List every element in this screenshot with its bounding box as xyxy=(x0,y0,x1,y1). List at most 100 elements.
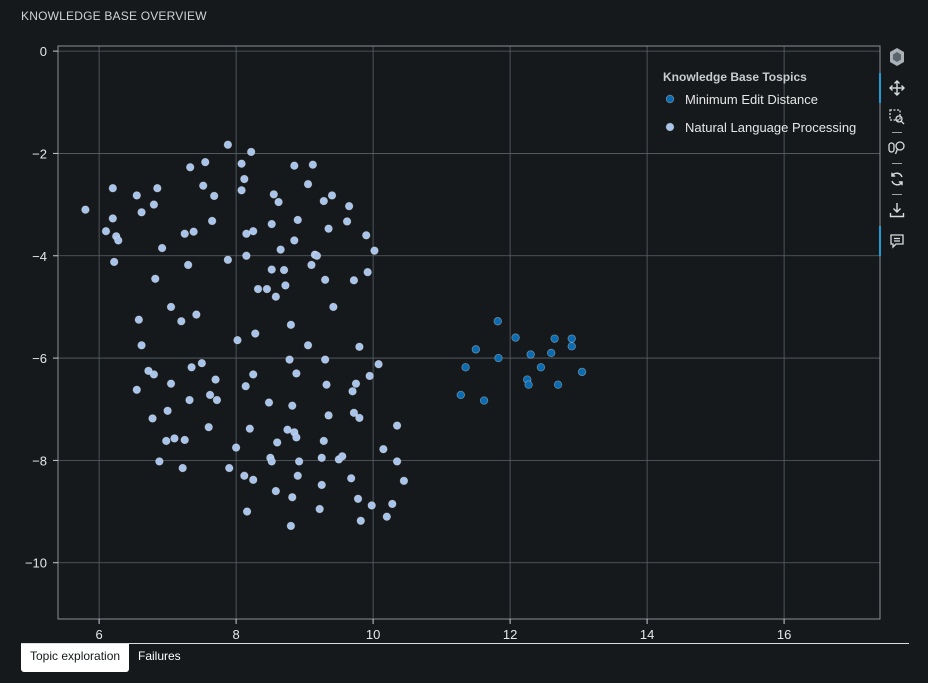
data-point xyxy=(267,457,276,466)
data-point xyxy=(109,257,119,267)
data-point xyxy=(132,191,141,200)
data-point xyxy=(365,371,374,381)
data-point xyxy=(209,191,219,201)
data-point xyxy=(550,334,559,343)
tab-topic-exploration[interactable]: Topic exploration xyxy=(21,644,130,672)
toolbar-separator xyxy=(892,132,902,133)
data-point xyxy=(134,315,144,324)
legend-entry-label: Natural Language Processing xyxy=(685,120,856,135)
data-point xyxy=(251,329,260,338)
box-zoom-icon[interactable] xyxy=(884,106,910,128)
hover-tooltip-icon[interactable] xyxy=(884,230,910,252)
pan-tool-icon[interactable] xyxy=(884,77,910,99)
data-point xyxy=(108,214,117,223)
data-points xyxy=(81,140,587,531)
data-point xyxy=(342,217,352,226)
data-point xyxy=(322,380,331,389)
data-point xyxy=(388,499,397,509)
data-point xyxy=(249,370,258,379)
data-point xyxy=(290,161,299,170)
axes: 6 8 10 12 14 16 0 −2 −4 −6 −8 −10 xyxy=(25,44,881,640)
data-point xyxy=(290,236,299,245)
data-point xyxy=(177,317,186,326)
grid-lines xyxy=(58,46,880,619)
y-tick-label: −8 xyxy=(32,453,47,468)
data-point xyxy=(362,231,371,240)
data-point xyxy=(312,251,322,260)
data-point xyxy=(315,504,324,514)
data-point xyxy=(233,335,242,345)
plot-frame xyxy=(57,45,881,620)
data-point xyxy=(356,516,365,525)
data-point xyxy=(456,390,465,400)
data-point xyxy=(524,380,533,389)
data-point xyxy=(269,190,278,199)
data-point xyxy=(294,457,304,466)
data-point xyxy=(144,366,153,376)
data-point xyxy=(237,159,246,168)
data-point xyxy=(240,471,249,480)
data-point xyxy=(180,229,189,238)
data-point xyxy=(148,414,157,423)
data-point xyxy=(461,363,470,372)
page-title: KNOWLEDGE BASE OVERVIEW xyxy=(21,9,207,23)
data-point xyxy=(271,486,281,496)
data-point xyxy=(137,208,146,217)
data-point xyxy=(225,463,234,473)
data-point xyxy=(308,160,318,169)
data-point xyxy=(132,385,141,394)
save-icon[interactable] xyxy=(884,199,910,221)
x-tick-label: 10 xyxy=(366,627,380,640)
data-point xyxy=(281,281,290,290)
data-point xyxy=(114,236,123,245)
data-point xyxy=(329,302,338,312)
data-point xyxy=(382,512,391,521)
tab-bar: Topic exploration Failures xyxy=(21,643,909,674)
data-point xyxy=(108,184,117,193)
data-point xyxy=(186,163,195,172)
data-point xyxy=(274,197,283,207)
data-point xyxy=(242,229,251,238)
series-minimum-edit-distance xyxy=(456,317,587,405)
data-point xyxy=(349,408,359,418)
x-tick-label: 12 xyxy=(503,627,517,640)
data-point xyxy=(494,353,503,363)
data-point xyxy=(479,396,489,405)
data-point xyxy=(187,363,196,372)
data-point xyxy=(153,184,162,193)
data-point xyxy=(180,435,189,445)
data-point xyxy=(286,521,296,531)
data-point xyxy=(324,224,333,233)
wheel-zoom-icon[interactable] xyxy=(884,137,910,159)
data-point xyxy=(137,341,146,350)
data-point xyxy=(288,401,297,410)
data-point xyxy=(185,395,194,405)
legend-entry-label: Minimum Edit Distance xyxy=(685,92,818,107)
data-point xyxy=(392,457,402,466)
data-point xyxy=(303,341,313,350)
data-point xyxy=(170,434,179,443)
data-point xyxy=(166,302,176,312)
data-point xyxy=(157,243,167,253)
scatter-chart[interactable]: 6 8 10 12 14 16 0 −2 −4 −6 −8 −10 Knowledge Base To… xyxy=(0,30,928,640)
data-point xyxy=(201,157,210,167)
reset-icon[interactable] xyxy=(884,168,910,190)
data-point xyxy=(355,342,364,352)
data-point xyxy=(223,140,233,149)
data-point xyxy=(163,406,172,415)
data-point xyxy=(212,395,222,405)
data-point xyxy=(327,191,337,200)
x-tick-label: 16 xyxy=(777,627,791,640)
data-point xyxy=(536,363,546,372)
data-point xyxy=(149,200,159,209)
toolbar-separator xyxy=(892,163,902,164)
data-point xyxy=(149,370,159,379)
data-point xyxy=(249,475,258,485)
tab-failures[interactable]: Failures xyxy=(138,649,181,663)
data-point xyxy=(81,205,90,214)
data-point xyxy=(317,480,326,490)
data-point xyxy=(392,421,402,430)
data-point xyxy=(285,355,294,364)
legend-marker xyxy=(665,94,675,104)
data-point xyxy=(241,382,250,391)
